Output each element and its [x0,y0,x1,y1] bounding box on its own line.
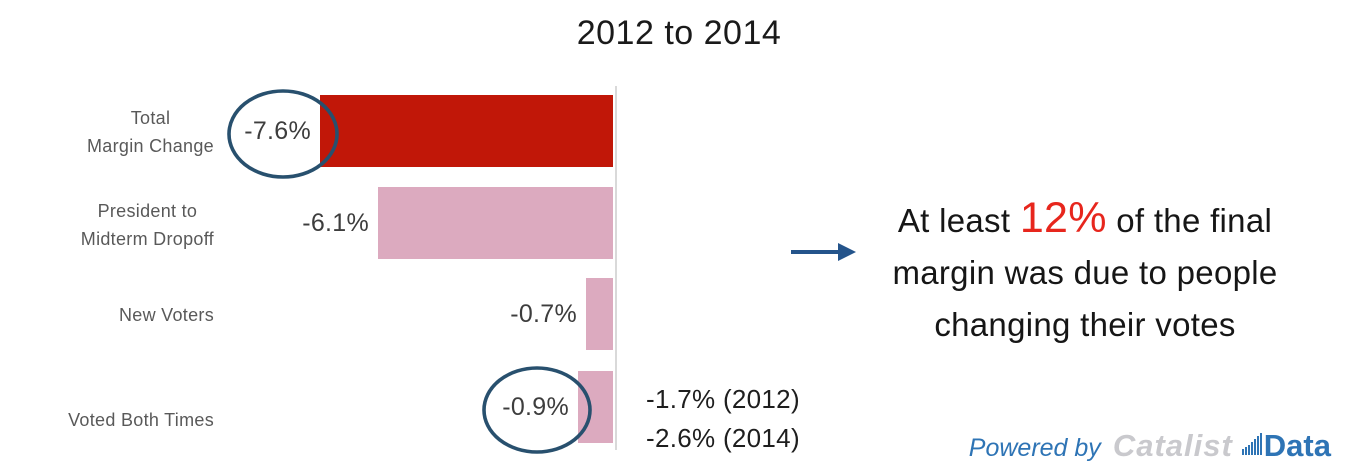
chart-title: 2012 to 2014 [576,14,782,52]
side-note-line: -1.7% (2012) [646,384,800,414]
callout-line-2: margin was due to people [892,254,1278,291]
callout-text: At least 12% of the final margin was due… [845,192,1325,351]
bar-value-label: -6.1% [302,209,369,237]
powered-by-catalist-logo: Powered by Catalist Data [969,428,1331,464]
bar-chart-icon [1241,433,1262,455]
category-label-line: Midterm Dropoff [80,229,214,249]
category-label-total-margin-change: Total Margin Change [87,104,214,160]
bar-value-label: -7.6% [244,117,311,145]
bar-president-to-midterm-dropoff [378,187,613,259]
category-label-line: Voted Both Times [68,410,214,430]
category-label-line: Total [130,108,171,128]
bar-voted-both-times [578,371,613,443]
bar-new-voters [586,278,613,350]
callout-line-1: At least 12% of the final [897,194,1273,242]
axis-zero-line [615,86,617,450]
category-label-voted-both-times: Voted Both Times [68,406,214,434]
data-brand-label: Data [1263,428,1331,463]
category-label-president-to-midterm-dropoff: President to Midterm Dropoff [81,197,214,253]
category-label-line: New Voters [118,305,214,325]
callout-line-3: changing their votes [934,306,1236,343]
callout-highlight: 12% [1019,194,1107,242]
powered-by-label: Powered by [968,434,1101,462]
right-arrow-icon [791,243,856,261]
category-label-line: President to [97,201,198,221]
bar-value-label: -0.7% [510,300,577,328]
bar-value-label: -0.9% [502,393,569,421]
catalist-brand-label: Catalist [1112,428,1233,463]
category-label-new-voters: New Voters [119,301,214,329]
side-note-line: -2.6% (2014) [646,423,800,453]
category-label-line: Margin Change [87,136,214,156]
bar-total-margin-change [320,95,613,167]
side-note: -1.7% (2012) -2.6% (2014) [646,380,800,458]
